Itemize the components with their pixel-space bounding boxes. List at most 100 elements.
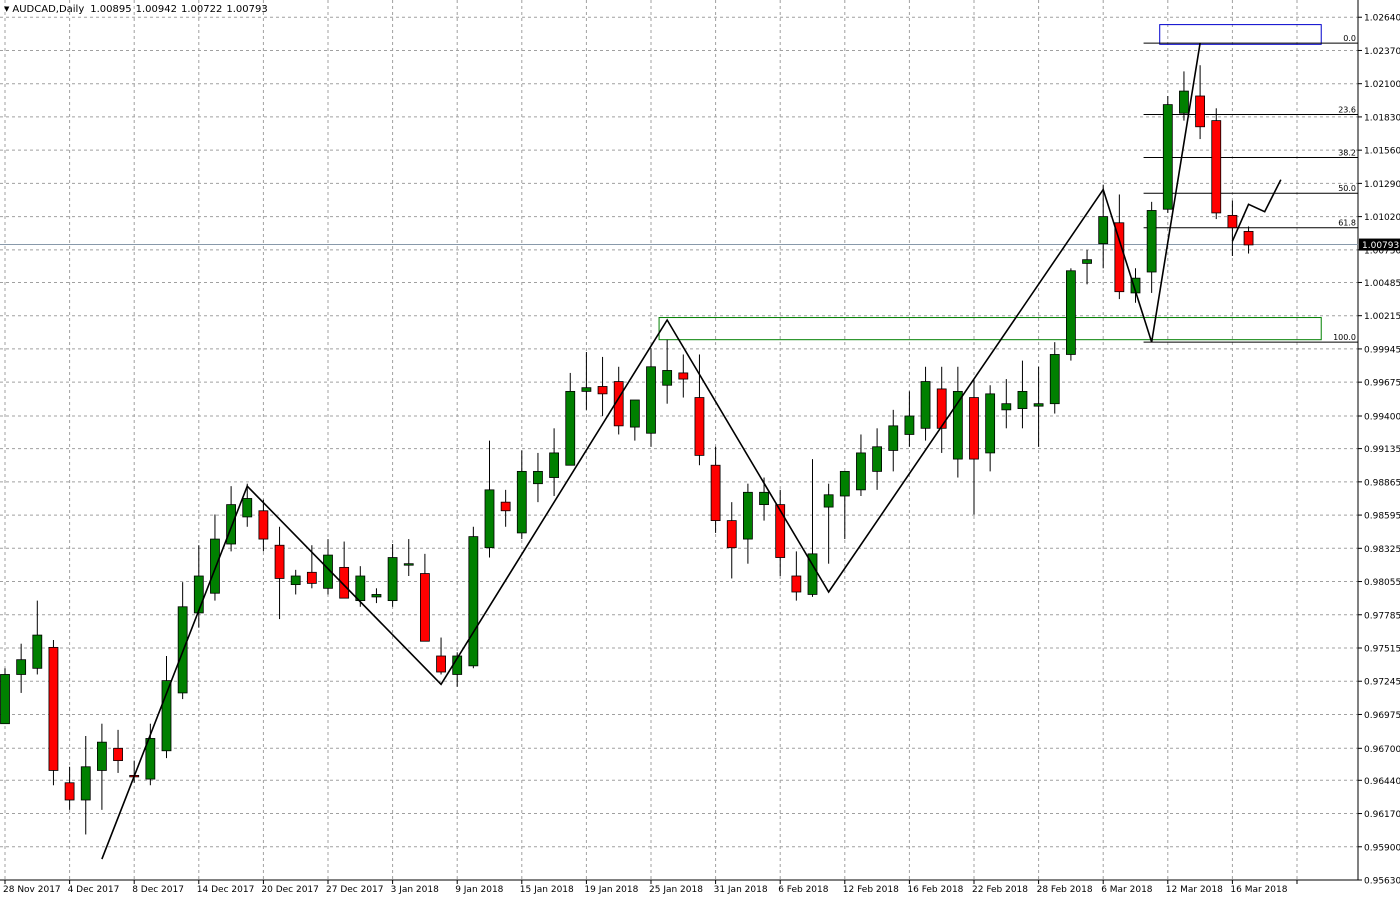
candle-body: [710, 464, 721, 522]
candle: [403, 539, 414, 576]
y-tick-label: 0.98595: [1364, 512, 1400, 522]
candle-body: [80, 766, 91, 801]
x-tick-label: 6 Feb 2018: [778, 885, 829, 895]
y-tick-label: 0.98325: [1364, 545, 1400, 555]
candle-body: [210, 538, 220, 594]
candle-body: [952, 390, 963, 460]
candle: [1114, 194, 1125, 300]
candle-body: [839, 470, 850, 497]
chart-header: ▼ AUDCAD,Daily 1.00895 1.00942 1.00722 1.0079…: [4, 3, 272, 16]
candle: [888, 409, 899, 472]
x-tick-label: 12 Feb 2018: [843, 885, 899, 895]
candle-body: [371, 594, 382, 598]
x-tick-label: 15 Jan 2018: [520, 885, 574, 895]
candle-body: [1195, 95, 1205, 128]
candle-body: [113, 747, 123, 762]
candle: [791, 551, 802, 601]
candle: [161, 656, 172, 759]
y-tick-label: 1.00750: [1364, 246, 1400, 256]
candle-body: [484, 489, 495, 549]
candle: [710, 446, 721, 533]
x-tick-label: 12 Mar 2018: [1166, 885, 1223, 895]
y-tick-label: 0.95630: [1364, 877, 1400, 887]
candle: [1195, 65, 1205, 140]
candle-body: [823, 494, 834, 508]
x-tick-label: 16 Mar 2018: [1230, 885, 1287, 895]
candle-body: [662, 370, 673, 386]
y-tick-label: 1.02640: [1364, 14, 1400, 24]
x-tick-label: 28 Feb 2018: [1037, 885, 1093, 895]
candle: [48, 640, 59, 786]
y-tick-label: 1.00215: [1364, 312, 1400, 322]
candle: [323, 539, 333, 595]
candle: [872, 428, 882, 490]
fib-level-label: 50.0: [1338, 184, 1356, 193]
candle: [597, 356, 608, 416]
candle: [936, 366, 947, 453]
candle: [484, 440, 495, 558]
x-tick-label: 6 Mar 2018: [1101, 885, 1153, 895]
candle-body: [565, 390, 576, 466]
candle-body: [726, 520, 737, 549]
y-tick-label: 0.96700: [1364, 745, 1400, 755]
y-tick-label: 0.97245: [1364, 678, 1400, 688]
candle-body: [904, 415, 915, 435]
dropdown-triangle-icon[interactable]: ▼: [4, 5, 10, 13]
candle: [775, 489, 786, 576]
candle: [436, 637, 446, 675]
candle: [339, 541, 350, 599]
candle-body: [468, 536, 479, 667]
y-tick-label: 0.98865: [1364, 478, 1400, 488]
candle-body: [193, 575, 204, 614]
candle-body: [1098, 216, 1109, 245]
candle-body: [533, 470, 543, 485]
candle-body: [1179, 90, 1189, 114]
y-tick-label: 1.00485: [1364, 279, 1400, 289]
candle-body: [936, 388, 947, 429]
candle: [226, 486, 237, 552]
candle-body: [16, 659, 27, 675]
x-tick-label: 19 Jan 2018: [584, 885, 638, 895]
candle: [1243, 226, 1254, 254]
candle-body: [856, 452, 866, 491]
candle-body: [161, 680, 172, 752]
candle: [210, 514, 220, 601]
candle: [468, 526, 479, 669]
candle-body: [1066, 270, 1076, 355]
candle-body: [646, 366, 656, 434]
candle: [32, 600, 43, 675]
candle: [985, 385, 996, 472]
candle-body: [743, 491, 753, 540]
x-tick-label: 31 Jan 2018: [714, 885, 768, 895]
candle: [1179, 71, 1189, 121]
x-tick-label: 14 Dec 2017: [197, 885, 255, 895]
y-tick-label: 0.99675: [1364, 379, 1400, 389]
y-tick-label: 1.01830: [1364, 113, 1400, 123]
candle: [743, 483, 753, 564]
candle-body: [1162, 104, 1173, 210]
candle-body: [436, 655, 446, 673]
candle: [0, 668, 10, 725]
candle-body: [549, 452, 559, 478]
candle: [646, 348, 656, 447]
y-tick-label: 0.98055: [1364, 578, 1400, 588]
candle-body: [339, 566, 350, 599]
candle-body: [985, 393, 996, 454]
candle-body: [500, 501, 511, 512]
candle: [807, 459, 818, 597]
y-tick-label: 1.02370: [1364, 47, 1400, 57]
current-price-tag: [1359, 238, 1400, 251]
candle: [1049, 342, 1060, 414]
candle: [1146, 201, 1157, 293]
candle: [113, 729, 123, 773]
candle-body: [290, 575, 301, 586]
candle-body: [32, 634, 43, 669]
candle-body: [597, 386, 608, 395]
candle-body: [242, 498, 253, 518]
fib-level-label: 100.0: [1333, 333, 1356, 342]
candle: [371, 588, 382, 604]
candle: [613, 366, 624, 435]
candle: [1082, 249, 1092, 285]
candle: [1066, 268, 1076, 361]
